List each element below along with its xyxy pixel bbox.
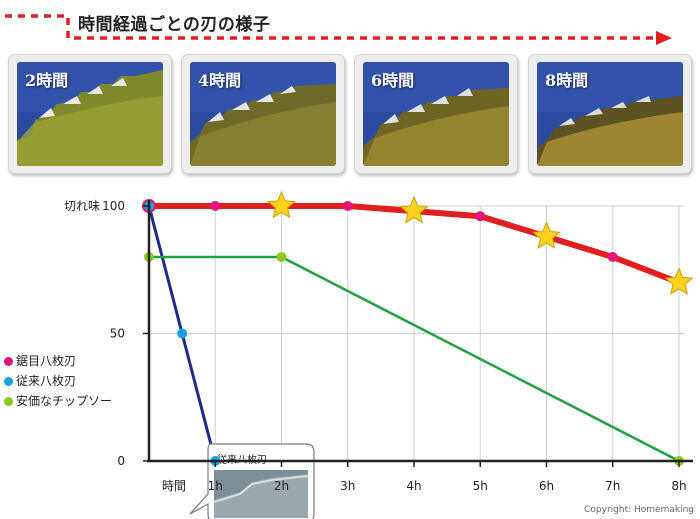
y-tick-label: 0 [117,454,125,468]
series-markers [142,190,694,466]
star-marker [399,195,429,224]
photo-card-8h: 8時間 [528,54,692,174]
legend-dot-conventional [4,377,13,386]
x-tick-label: 1h [208,479,223,493]
data-point [276,252,287,262]
x-tick-label: 8h [671,479,686,493]
x-tick-label: 4h [406,479,421,493]
legend-item-conventional: 従来八枚刃 [4,372,76,389]
x-tick-label: 5h [473,479,488,493]
legend-dot-serrated [4,357,13,366]
banner-title: 時間経過ごとの刃の様子 [78,15,271,35]
x-tick-label: 2h [274,479,289,493]
callout-photo-blade [214,474,308,518]
data-point [342,201,353,211]
data-point [210,201,221,211]
photo-card-6h: 6時間 [354,54,518,174]
photo-label-4h: 4時間 [198,71,242,90]
x-tick-label: 7h [605,479,620,493]
y-tick-label: 50 [110,327,125,341]
star-marker [531,221,562,249]
star-marker [664,267,694,295]
photo-label-6h: 6時間 [371,71,415,90]
photo-card-4h: 4時間 [181,54,345,174]
callout: 従来八枚刃 [189,443,315,519]
blade-photo-4h [190,62,336,166]
callout-label: 従来八枚刃 [217,453,267,466]
data-point [607,252,618,262]
callout-photo-edge [213,475,309,503]
timeline-arrow [5,14,672,45]
x-tick-label: 6h [539,479,554,493]
photo-label-8h: 8時間 [545,71,589,90]
y-axis-label: 切れ味 [64,199,100,213]
y-tick-label: 100 [102,199,125,213]
blade-photo-8h [537,62,683,166]
legend-label-conventional: 従来八枚刃 [16,374,77,388]
legend-item-cheap: 安価なチップソー [4,392,112,409]
data-point [177,328,188,339]
legend-label-cheap: 安価なチップソー [16,394,113,408]
blade-photo-6h [363,62,509,166]
legend-label-serrated: 鋸目八枚刃 [16,354,77,368]
legend-item-serrated: 鋸目八枚刃 [4,352,76,369]
copyright: Copyright: Homemaking [584,505,694,515]
data-point [475,211,486,222]
photo-label-2h: 2時間 [25,71,69,90]
x-tick-label: 3h [340,479,355,493]
photo-card-2h: 2時間 [8,54,172,174]
legend-dot-cheap [4,397,13,406]
blade-photo-2h [17,62,163,166]
star-marker [266,190,297,219]
x-axis-label: 時間 [162,479,186,493]
